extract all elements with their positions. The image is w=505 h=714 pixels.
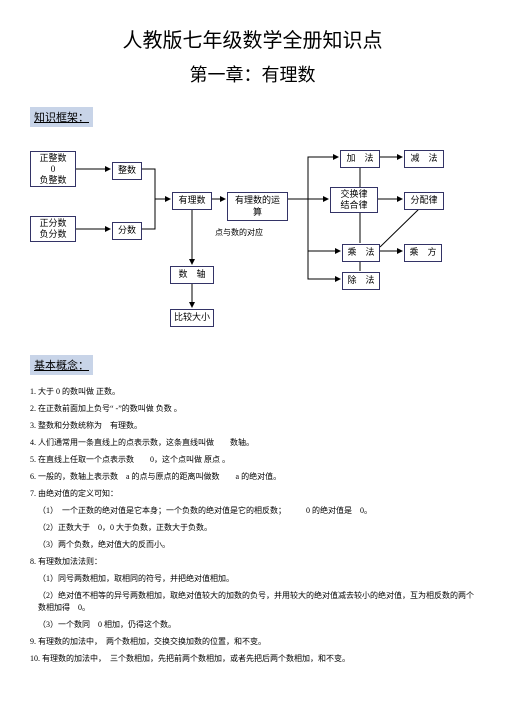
line-6: 6. 一般的，数轴上表示数 a 的点与原点的距离叫做数 a 的绝对值。 — [30, 471, 475, 483]
node-rational: 有理数 — [172, 192, 212, 210]
node-pow: 乘 方 — [404, 244, 442, 262]
node-exchange: 交换律结合律 — [330, 187, 378, 213]
line-2: 2. 在正数前面加上负号“ -”的数叫做 负数 。 — [30, 403, 475, 415]
node-sub: 减 法 — [404, 150, 444, 168]
line-8: 8. 有理数加法法则： — [30, 556, 475, 568]
label-point-map: 点与数的对应 — [215, 227, 263, 238]
node-int-types: 正整数0负整数 — [30, 151, 76, 187]
line-9: 9. 有理数的加法中， 两个数相加，交换交换加数的位置，和不变。 — [30, 636, 475, 648]
line-3: 3. 整数和分数统称为 有理数。 — [30, 420, 475, 432]
section-framework-label: 知识框架： — [30, 107, 93, 127]
chapter-title: 第一章：有理数 — [30, 61, 475, 87]
node-rational-op: 有理数的运算 — [227, 192, 288, 221]
node-frac-types: 正分数负分数 — [30, 216, 76, 242]
line-5: 5. 在直线上任取一个点表示数 0，这个点叫做 原点 。 — [30, 454, 475, 466]
diagram-arrows — [30, 139, 475, 339]
line-8-1: （1）同号两数相加，取相同的符号，并把绝对值相加。 — [30, 573, 475, 585]
line-8-3: （3）一个数同 0 相加，仍得这个数。 — [30, 619, 475, 631]
node-div: 除 法 — [342, 272, 380, 290]
line-1: 1. 大于 0 的数叫做 正数。 — [30, 386, 475, 398]
line-10: 10. 有理数的加法中， 三个数相加，先把前两个数相加，或者先把后两个数相加，和… — [30, 653, 475, 665]
knowledge-diagram: 正整数0负整数 整数 正分数负分数 分数 有理数 有理数的运算 点与数的对应 数… — [30, 139, 475, 339]
node-dist: 分配律 — [404, 192, 444, 210]
line-7-1: （1） 一个正数的绝对值是它本身；一个负数的绝对值是它的相反数； 0 的绝对值是… — [30, 505, 475, 517]
node-compare: 比较大小 — [170, 309, 214, 327]
line-7: 7. 由绝对值的定义可知： — [30, 488, 475, 500]
node-integer: 整数 — [112, 162, 142, 180]
node-mul: 乘 法 — [342, 244, 380, 262]
node-add: 加 法 — [340, 150, 380, 168]
concepts-list: 1. 大于 0 的数叫做 正数。 2. 在正数前面加上负号“ -”的数叫做 负数… — [30, 386, 475, 665]
line-7-2: （2）正数大于 0，0 大于负数，正数大于负数。 — [30, 522, 475, 534]
line-4: 4. 人们通常用一条直线上的点表示数，这条直线叫做 数轴。 — [30, 437, 475, 449]
page-title: 人教版七年级数学全册知识点 — [30, 24, 475, 53]
node-axis: 数 轴 — [170, 266, 214, 284]
node-fraction: 分数 — [112, 222, 142, 240]
line-8-2: （2）绝对值不相等的异号两数相加，取绝对值较大的加数的负号，并用较大的绝对值减去… — [30, 590, 475, 614]
section-concepts-label: 基本概念： — [30, 355, 93, 375]
line-7-3: （3）两个负数，绝对值大的反而小。 — [30, 539, 475, 551]
